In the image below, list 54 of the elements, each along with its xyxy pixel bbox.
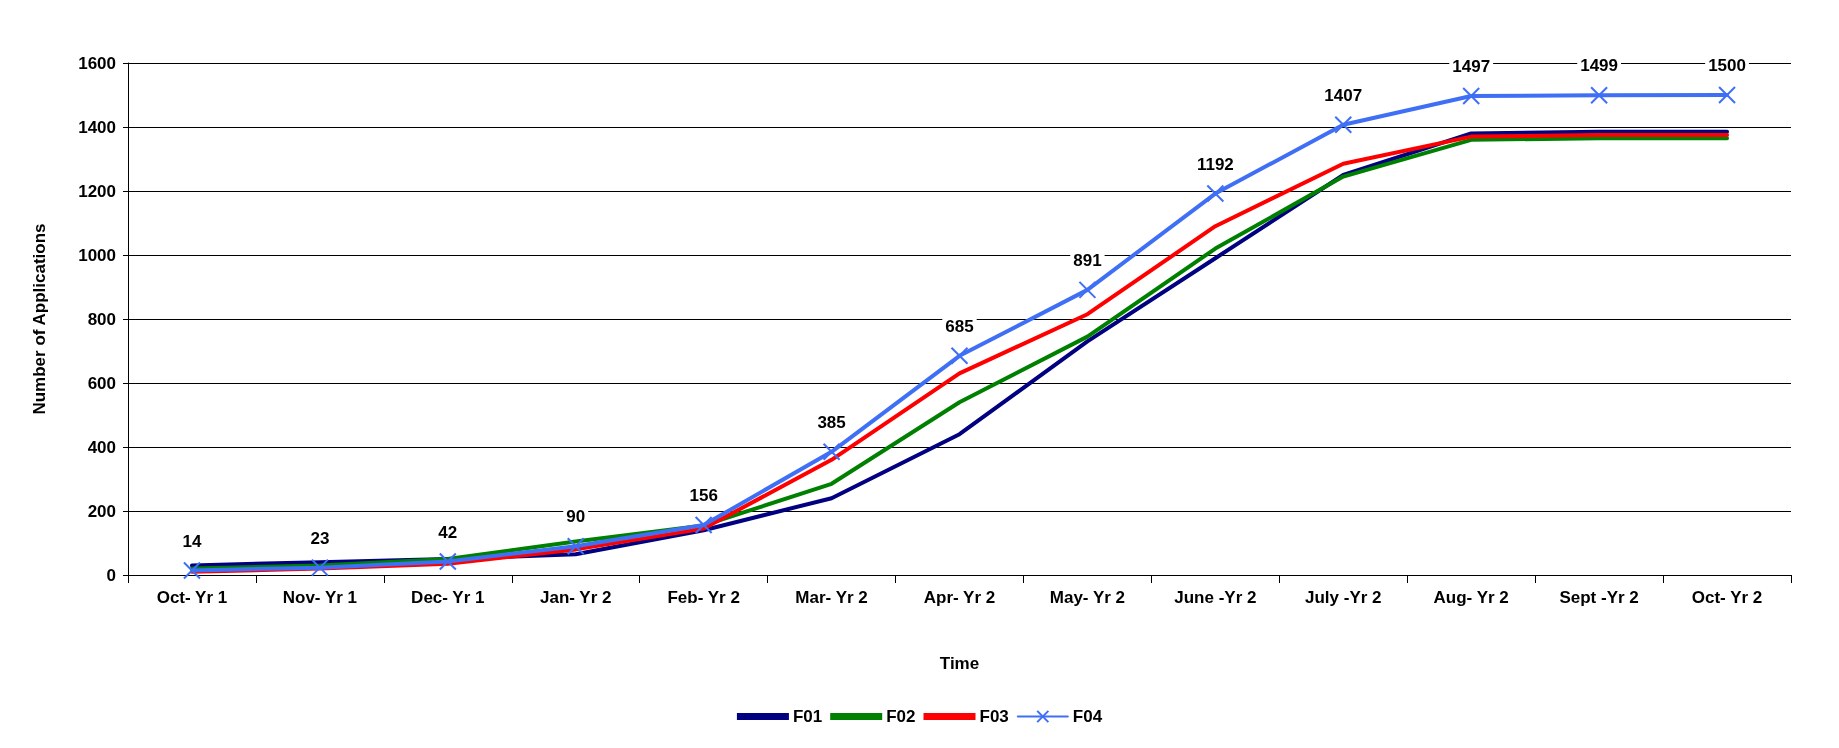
y-axis-title: Number of Applications [30, 223, 49, 415]
x-axis-title: Time [939, 654, 980, 673]
point [310, 558, 329, 577]
point [1462, 86, 1481, 105]
y-tick-label: 1400 [78, 117, 116, 137]
point [1206, 184, 1225, 203]
point [694, 516, 713, 535]
x-tick-label: Mar- Yr 2 [795, 588, 868, 607]
point [822, 442, 841, 461]
legend-label: F02 [886, 707, 916, 726]
point [1334, 115, 1353, 134]
data-label: 685 [945, 316, 974, 336]
data-label: 156 [689, 486, 718, 506]
y-tick-label: 0 [106, 565, 116, 585]
legend-label: F01 [792, 707, 823, 726]
y-tick-label: 1600 [78, 53, 116, 73]
point [950, 346, 969, 365]
data-label: 1192 [1196, 154, 1234, 174]
x-tick-label: July -Yr 2 [1305, 588, 1382, 607]
y-tick-label: 1200 [78, 181, 116, 201]
data-label: 1407 [1324, 85, 1363, 105]
point [1590, 86, 1609, 105]
point [1078, 280, 1097, 299]
y-tick-label: 600 [87, 373, 116, 393]
point [1718, 86, 1737, 104]
y-tick-label: 800 [87, 309, 116, 329]
x-tick-label: Aug- Yr 2 [1433, 588, 1509, 607]
data-label: 1497 [1452, 56, 1491, 76]
data-label: 1499 [1580, 56, 1619, 76]
point [438, 552, 457, 571]
x-tick-label: Oct- Yr 1 [156, 588, 228, 607]
y-tick-label: 200 [87, 501, 116, 521]
point [182, 561, 201, 580]
x-tick-label: Feb- Yr 2 [667, 588, 740, 607]
data-label: 42 [438, 522, 458, 542]
x-tick-label: Apr- Yr 2 [923, 588, 996, 607]
data-label: 385 [817, 412, 846, 432]
data-label: 23 [310, 528, 330, 548]
point [566, 537, 585, 556]
y-tick-label: 400 [87, 437, 116, 457]
legend-label: F04 [1072, 707, 1103, 726]
x-tick-label: June -Yr 2 [1174, 588, 1257, 607]
y-tick-label: 1000 [78, 245, 116, 265]
x-tick-label: Jan- Yr 2 [539, 588, 612, 607]
x-tick-label: Oct- Yr 2 [1691, 588, 1763, 607]
x-tick-label: May- Yr 2 [1049, 588, 1126, 607]
data-label: 1500 [1708, 56, 1746, 75]
legend-label: F03 [979, 707, 1009, 726]
data-label: 891 [1073, 250, 1102, 270]
x-tick-label: Dec- Yr 1 [411, 588, 485, 607]
data-label: 90 [566, 507, 586, 527]
x-tick-label: Nov- Yr 1 [282, 588, 358, 607]
data-label: 14 [182, 531, 202, 551]
x-tick-label: Sept -Yr 2 [1559, 588, 1639, 607]
